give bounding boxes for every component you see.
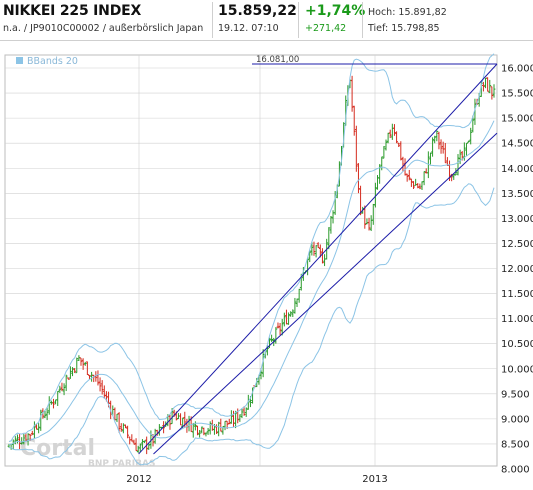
- trend-line[interactable]: [153, 132, 498, 455]
- y-tick-label: 12.500: [501, 239, 533, 250]
- y-tick-label: 16.000: [501, 64, 533, 75]
- y-tick-label: 12.000: [501, 264, 533, 275]
- y-tick-label: 8.500: [501, 439, 530, 450]
- legend-bbands: BBands 20: [27, 56, 78, 67]
- day-high: Hoch: 15.891,82: [368, 7, 447, 18]
- header-separator: [212, 2, 213, 38]
- bollinger-middle: [8, 120, 495, 445]
- y-tick-label: 9.500: [501, 389, 530, 400]
- legend-swatch: [16, 57, 23, 64]
- header-separator: [298, 2, 299, 38]
- x-tick-label: 2012: [126, 474, 151, 485]
- bollinger-lower: [8, 183, 495, 466]
- last-price: 15.859,22: [218, 3, 297, 19]
- change-percent: +1,74%: [305, 3, 366, 19]
- day-low: Tief: 15.798,85: [368, 23, 440, 34]
- bollinger-upper: [8, 53, 495, 442]
- instrument-subtitle: n.a. / JP9010C00002 / außerbörslich Japa…: [3, 23, 204, 34]
- y-tick-label: 8.000: [501, 465, 530, 476]
- y-tick-label: 11.500: [501, 289, 533, 300]
- y-tick-label: 13.000: [501, 214, 533, 225]
- y-tick-label: 10.000: [501, 364, 533, 375]
- y-tick-label: 14.500: [501, 139, 533, 150]
- y-tick-label: 10.500: [501, 339, 533, 350]
- resistance-label: 16.081,00: [256, 55, 299, 65]
- watermark-partner: BNP PARIBAS: [88, 459, 155, 469]
- y-tick-label: 14.000: [501, 164, 533, 175]
- y-tick-label: 15.500: [501, 89, 533, 100]
- instrument-title: NIKKEI 225 INDEX: [3, 3, 142, 19]
- y-tick-label: 13.500: [501, 189, 533, 200]
- change-absolute: +271,42: [305, 23, 347, 34]
- x-tick-label: 2013: [362, 474, 387, 485]
- y-tick-label: 11.000: [501, 314, 533, 325]
- quote-header: NIKKEI 225 INDEX n.a. / JP9010C00002 / a…: [0, 0, 533, 41]
- y-tick-label: 9.000: [501, 414, 530, 425]
- header-separator: [362, 2, 363, 38]
- quote-time: 19.12. 07:10: [218, 23, 279, 34]
- trend-line[interactable]: [138, 63, 498, 455]
- y-tick-label: 15.000: [501, 114, 533, 125]
